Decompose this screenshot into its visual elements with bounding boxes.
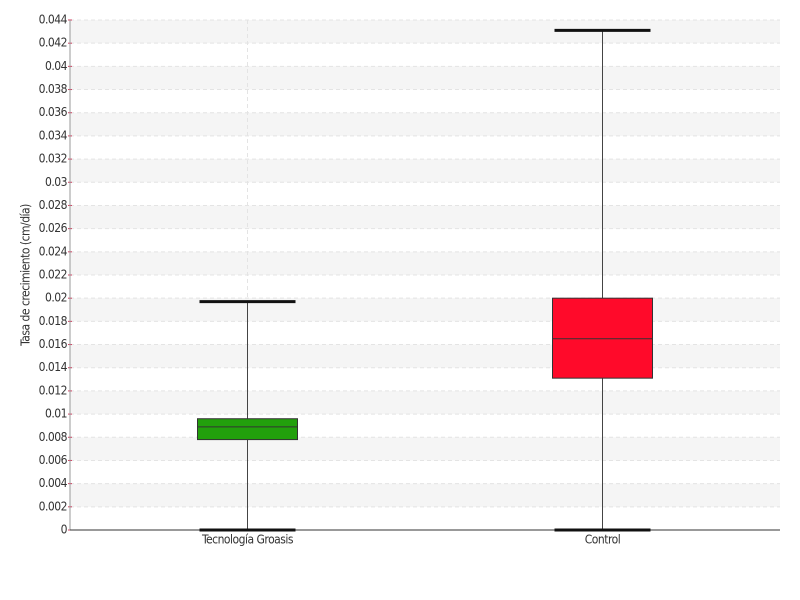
y-tick-label: 0.022 — [39, 268, 67, 282]
y-tick-label: 0.014 — [39, 360, 68, 374]
x-tick-label: Control — [585, 533, 621, 547]
y-tick-label: 0.032 — [39, 152, 67, 166]
y-tick-label: 0.034 — [39, 128, 68, 142]
y-tick-label: 0.016 — [39, 337, 68, 351]
grid-band — [70, 66, 780, 90]
grid-band — [70, 298, 780, 322]
y-tick-label: 0.002 — [39, 499, 67, 513]
y-tick-label: 0.006 — [39, 453, 68, 467]
y-tick-label: 0.02 — [45, 291, 67, 305]
y-tick-label: 0.024 — [39, 244, 68, 258]
y-tick-label: 0.018 — [39, 314, 68, 328]
y-tick-label: 0.03 — [45, 175, 67, 189]
grid-band — [70, 344, 780, 368]
y-tick-label: 0 — [61, 523, 68, 537]
grid-band — [70, 112, 780, 136]
box — [552, 297, 653, 379]
y-tick-label: 0.042 — [39, 36, 67, 50]
grid-band — [70, 251, 780, 275]
x-tick-label: Tecnología Groasis — [201, 533, 294, 547]
grid-band — [70, 159, 780, 183]
y-tick-label: 0.012 — [39, 383, 67, 397]
y-tick-label: 0.026 — [39, 221, 68, 235]
grid-band — [70, 205, 780, 229]
grid-band — [70, 437, 780, 461]
y-tick-label: 0.036 — [39, 105, 68, 119]
grid-band — [70, 390, 780, 415]
y-tick-label: 0.004 — [39, 476, 68, 490]
y-tick-label: 0.008 — [39, 430, 68, 444]
y-tick-label: 0.01 — [45, 407, 67, 421]
y-axis-label: Tasa de crecimiento (cm/día) — [19, 204, 33, 347]
grid-band — [70, 483, 780, 507]
y-tick-label: 0.04 — [45, 59, 68, 73]
box — [197, 418, 298, 441]
y-tick-label: 0.044 — [39, 13, 68, 27]
y-tick-label: 0.028 — [39, 198, 68, 212]
y-tick-label: 0.038 — [39, 82, 68, 96]
grid-band — [70, 20, 780, 44]
